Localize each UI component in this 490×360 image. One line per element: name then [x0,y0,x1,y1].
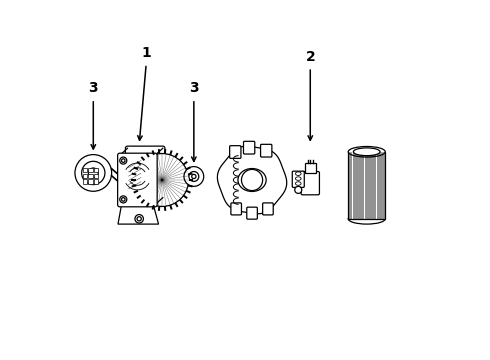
Circle shape [122,159,125,162]
Circle shape [242,170,263,190]
FancyBboxPatch shape [88,179,93,184]
FancyBboxPatch shape [94,174,98,178]
Circle shape [88,168,98,178]
FancyBboxPatch shape [94,168,98,172]
Polygon shape [218,146,287,214]
FancyBboxPatch shape [83,174,87,178]
FancyBboxPatch shape [83,168,87,172]
Circle shape [192,174,196,179]
Polygon shape [118,205,159,224]
Circle shape [122,198,125,201]
Circle shape [82,161,105,185]
FancyBboxPatch shape [305,163,316,173]
FancyBboxPatch shape [125,146,165,200]
FancyBboxPatch shape [88,174,93,178]
FancyBboxPatch shape [83,179,87,184]
FancyBboxPatch shape [261,144,272,157]
Ellipse shape [353,148,380,156]
FancyBboxPatch shape [348,152,385,219]
FancyBboxPatch shape [230,146,241,158]
Circle shape [137,217,141,221]
FancyBboxPatch shape [88,168,93,172]
FancyBboxPatch shape [118,153,157,207]
Circle shape [295,186,302,193]
Text: 2: 2 [305,50,315,64]
Ellipse shape [348,213,385,224]
FancyBboxPatch shape [247,207,257,219]
Circle shape [136,153,189,207]
Circle shape [184,167,204,186]
Text: 3: 3 [89,81,98,95]
FancyBboxPatch shape [94,179,98,184]
FancyBboxPatch shape [263,203,273,215]
FancyBboxPatch shape [301,171,319,195]
Circle shape [75,154,112,191]
FancyBboxPatch shape [231,203,242,215]
FancyBboxPatch shape [292,171,304,188]
Ellipse shape [348,147,385,157]
Circle shape [135,215,144,223]
Ellipse shape [238,168,266,192]
Text: 1: 1 [141,46,151,60]
FancyBboxPatch shape [244,141,255,154]
Circle shape [120,157,127,164]
Text: 3: 3 [189,81,198,95]
Circle shape [120,196,127,203]
Circle shape [189,171,199,181]
